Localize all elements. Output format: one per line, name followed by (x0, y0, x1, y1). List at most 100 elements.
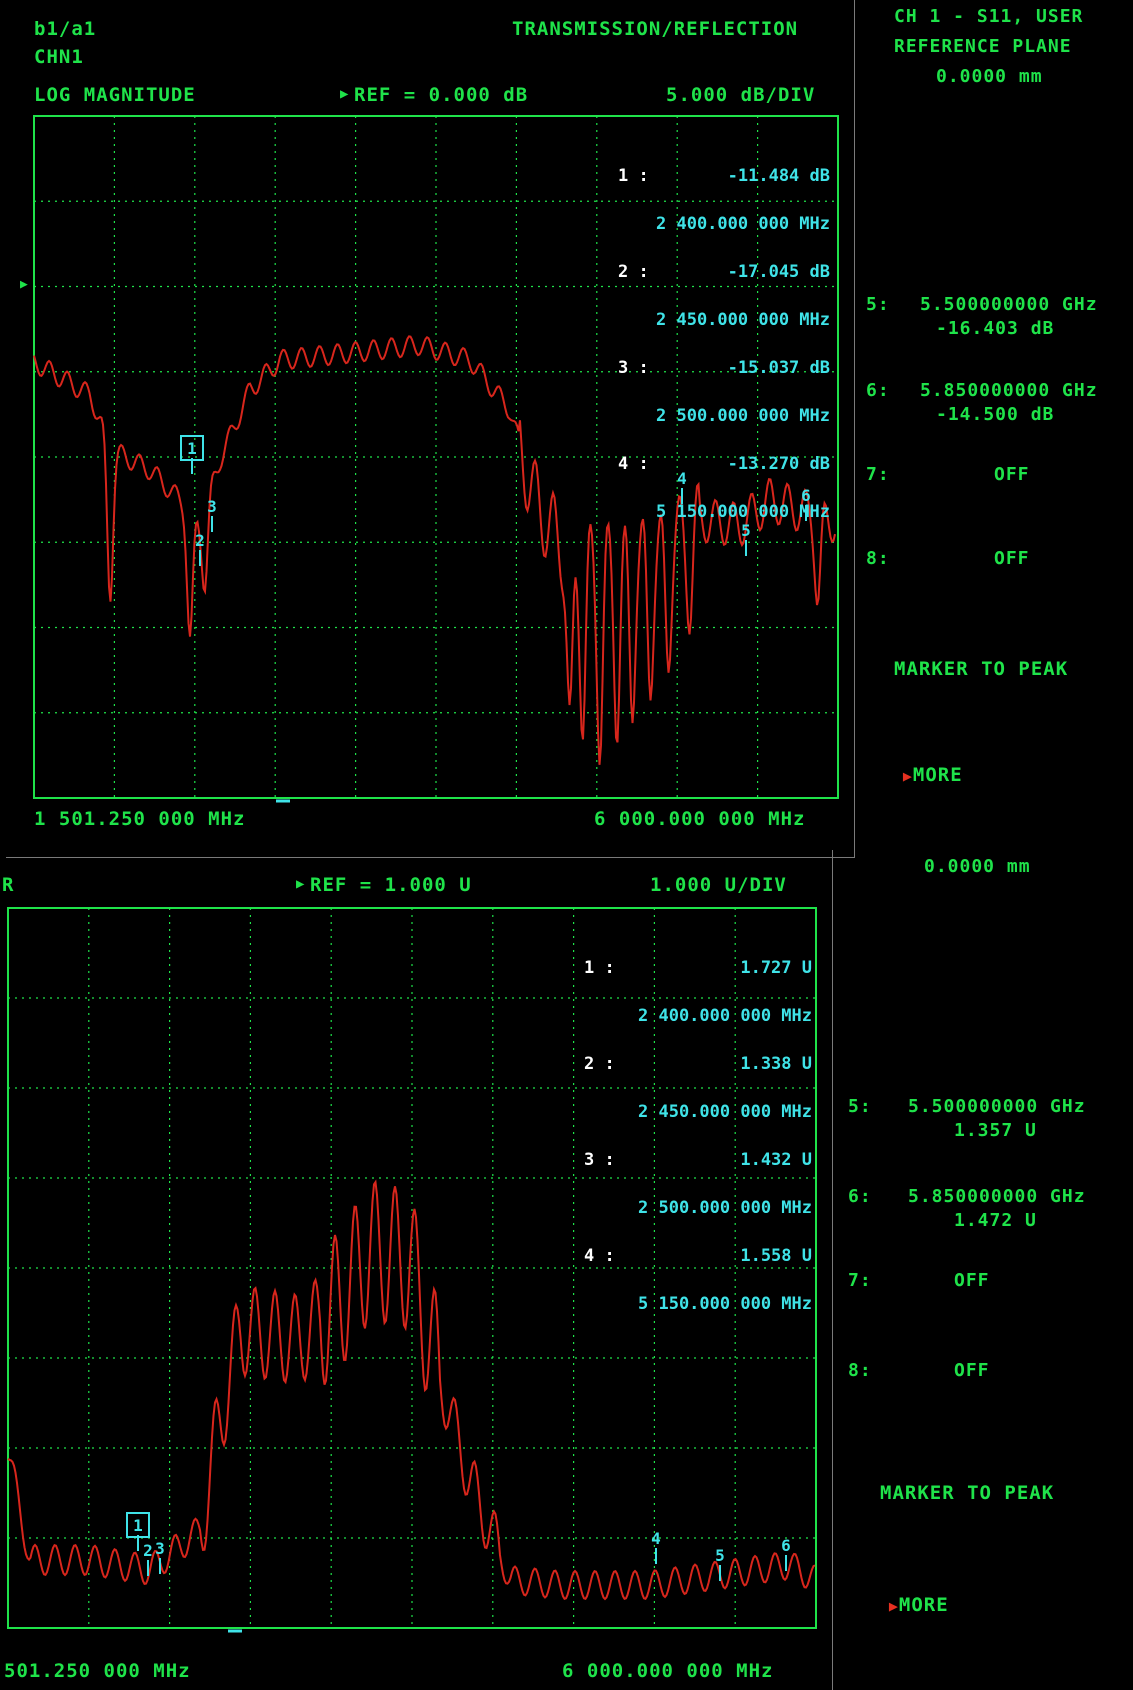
side-top-more-label: MORE (912, 764, 963, 786)
bottom-marker-4: 4 : 1.558 U (578, 1246, 812, 1266)
top-marker-5-tag: 5 (741, 521, 751, 540)
side-top-marker7-value[interactable]: OFF (994, 464, 1030, 485)
top-marker-4-num: 4 : (618, 454, 649, 474)
top-marker-1-value: -11.484 dB (727, 166, 830, 186)
bottom-marker-2: 2 : 1.338 U (578, 1054, 812, 1074)
top-marker-2-freq: 2 450.000 000 MHz (656, 310, 830, 330)
top-marker-4: 4 : -13.270 dB (600, 454, 830, 474)
bottom-marker-3-num: 3 : (584, 1150, 615, 1170)
side-bottom-ref-plane: 0.0000 mm (924, 856, 1031, 877)
side-top-marker8-value[interactable]: OFF (994, 548, 1030, 569)
bottom-stop-freq: 6 000.000 000 MHz (562, 1660, 774, 1682)
top-marker-1-freq: 2 400.000 000 MHz (656, 214, 830, 234)
bottom-s11-trace (7, 1179, 816, 1601)
bottom-scale: 1.000 U/DIV (650, 874, 787, 896)
side-header-line1: CH 1 - S11, USER (894, 6, 1084, 27)
side-top-marker6-freq[interactable]: 5.850000000 GHz (920, 380, 1098, 401)
top-marker-3-value: -15.037 dB (727, 358, 830, 378)
bottom-start-freq: 501.250 000 MHz (4, 1660, 191, 1682)
bottom-ref-marker: ▶ (296, 876, 306, 892)
top-marker-1: 1 : -11.484 dB (600, 166, 830, 186)
bottom-marker-4-tag: 4 (651, 1529, 661, 1548)
bottom-marker-1-num: 1 : (584, 958, 615, 978)
bottom-marker-2-value: 1.338 U (740, 1054, 812, 1074)
side-bottom-marker6-value: 1.472 U (954, 1210, 1037, 1231)
side-bottom-marker5-label: 5: (848, 1096, 872, 1117)
top-marker-2: 2 : -17.045 dB (600, 262, 830, 282)
bottom-marker-3-value: 1.432 U (740, 1150, 812, 1170)
side-bottom-more-arrow-icon: ▶ (888, 1597, 899, 1615)
top-marker-1-num: 1 : (618, 166, 649, 186)
bottom-marker-1-value: 1.727 U (740, 958, 812, 978)
side-bottom-marker5-freq[interactable]: 5.500000000 GHz (908, 1096, 1086, 1117)
top-marker-1-tag: 1 (187, 439, 197, 458)
side-top-more-button[interactable]: ▶MORE (878, 742, 963, 786)
side-top-marker5-freq[interactable]: 5.500000000 GHz (920, 294, 1098, 315)
top-start-freq: 1 501.250 000 MHz (34, 808, 246, 830)
top-marker-2-num: 2 : (618, 262, 649, 282)
top-format: LOG MAGNITUDE (34, 84, 196, 106)
top-marker-3-freq: 2 500.000 000 MHz (656, 406, 830, 426)
side-bottom-marker6-freq[interactable]: 5.850000000 GHz (908, 1186, 1086, 1207)
top-ref-position-arrow: ▶ (20, 277, 28, 292)
bottom-marker-4-num: 4 : (584, 1246, 615, 1266)
top-panel-frame (6, 0, 855, 858)
bottom-marker-1-tag: 1 (133, 1516, 143, 1535)
top-mode: TRANSMISSION/REFLECTION (512, 18, 799, 40)
bottom-marker-2-freq: 2 450.000 000 MHz (638, 1102, 812, 1122)
side-bottom-more-button[interactable]: ▶MORE (864, 1572, 949, 1616)
top-marker-4-freq: 5 150.000 000 MHz (656, 502, 830, 522)
top-marker-4-value: -13.270 dB (727, 454, 830, 474)
top-ref: REF = 0.000 dB (354, 84, 529, 106)
top-marker-3: 3 : -15.037 dB (600, 358, 830, 378)
side-header-line2: REFERENCE PLANE (894, 36, 1072, 57)
top-stop-freq: 6 000.000 000 MHz (594, 808, 806, 830)
top-marker-4-tag: 4 (677, 469, 687, 488)
side-top-marker-to-peak-button[interactable]: MARKER TO PEAK (894, 658, 1069, 680)
side-top-marker6-label: 6: (866, 380, 890, 401)
bottom-marker-readout: 1 :1.727 U 2 400.000 000 MHz 2 :1.338 U … (578, 928, 812, 1328)
bottom-marker-3: 3 : 1.432 U (578, 1150, 812, 1170)
bottom-marker-3-tag: 3 (155, 1539, 165, 1558)
bottom-marker-2-tag: 2 (143, 1541, 153, 1560)
top-marker-3-tag: 3 (207, 497, 217, 516)
bottom-marker-3-freq: 2 500.000 000 MHz (638, 1198, 812, 1218)
side-top-marker5-label: 5: (866, 294, 890, 315)
side-top-marker5-value: -16.403 dB (936, 318, 1055, 339)
side-bottom-marker5-value: 1.357 U (954, 1120, 1037, 1141)
top-marker-readout: 1 : -11.484 dB 2 400.000 000 MHz 2 : -17.0… (600, 136, 830, 536)
side-bottom-marker7-label: 7: (848, 1270, 872, 1291)
bottom-marker-1-freq: 2 400.000 000 MHz (638, 1006, 812, 1026)
top-marker-3-num: 3 : (618, 358, 649, 378)
side-bottom-marker8-value[interactable]: OFF (954, 1360, 990, 1381)
side-bottom-marker6-label: 6: (848, 1186, 872, 1207)
side-bottom-more-label: MORE (898, 1594, 949, 1616)
side-bottom-marker8-label: 8: (848, 1360, 872, 1381)
top-marker-2-value: -17.045 dB (727, 262, 830, 282)
top-channel: CHN1 (34, 46, 84, 68)
side-bottom-marker-to-peak-button[interactable]: MARKER TO PEAK (880, 1482, 1055, 1504)
side-top-marker7-label: 7: (866, 464, 890, 485)
bottom-truncated-label: R (2, 874, 15, 896)
bottom-marker-1: 1 : 1.727 U (578, 958, 812, 978)
top-s11-trace (33, 335, 836, 765)
top-scale: 5.000 dB/DIV (666, 84, 816, 106)
bottom-marker-6-tag: 6 (781, 1536, 791, 1555)
bottom-marker-4-freq: 5 150.000 000 MHz (638, 1294, 812, 1314)
top-measurement: b1/a1 (34, 18, 97, 40)
bottom-marker-2-num: 2 : (584, 1054, 615, 1074)
side-header-line3: 0.0000 mm (936, 66, 1043, 87)
side-top-more-arrow-icon: ▶ (902, 767, 913, 785)
top-marker-6-tag: 6 (801, 486, 811, 505)
top-ref-marker: ▶ (340, 86, 350, 102)
side-bottom-marker7-value[interactable]: OFF (954, 1270, 990, 1291)
bottom-panel-frame (0, 850, 833, 1690)
top-marker-2-tag: 2 (195, 531, 205, 550)
side-top-marker8-label: 8: (866, 548, 890, 569)
bottom-ref: REF = 1.000 U (310, 874, 472, 896)
bottom-marker-5-tag: 5 (715, 1546, 725, 1565)
side-top-marker6-value: -14.500 dB (936, 404, 1055, 425)
bottom-marker-4-value: 1.558 U (740, 1246, 812, 1266)
